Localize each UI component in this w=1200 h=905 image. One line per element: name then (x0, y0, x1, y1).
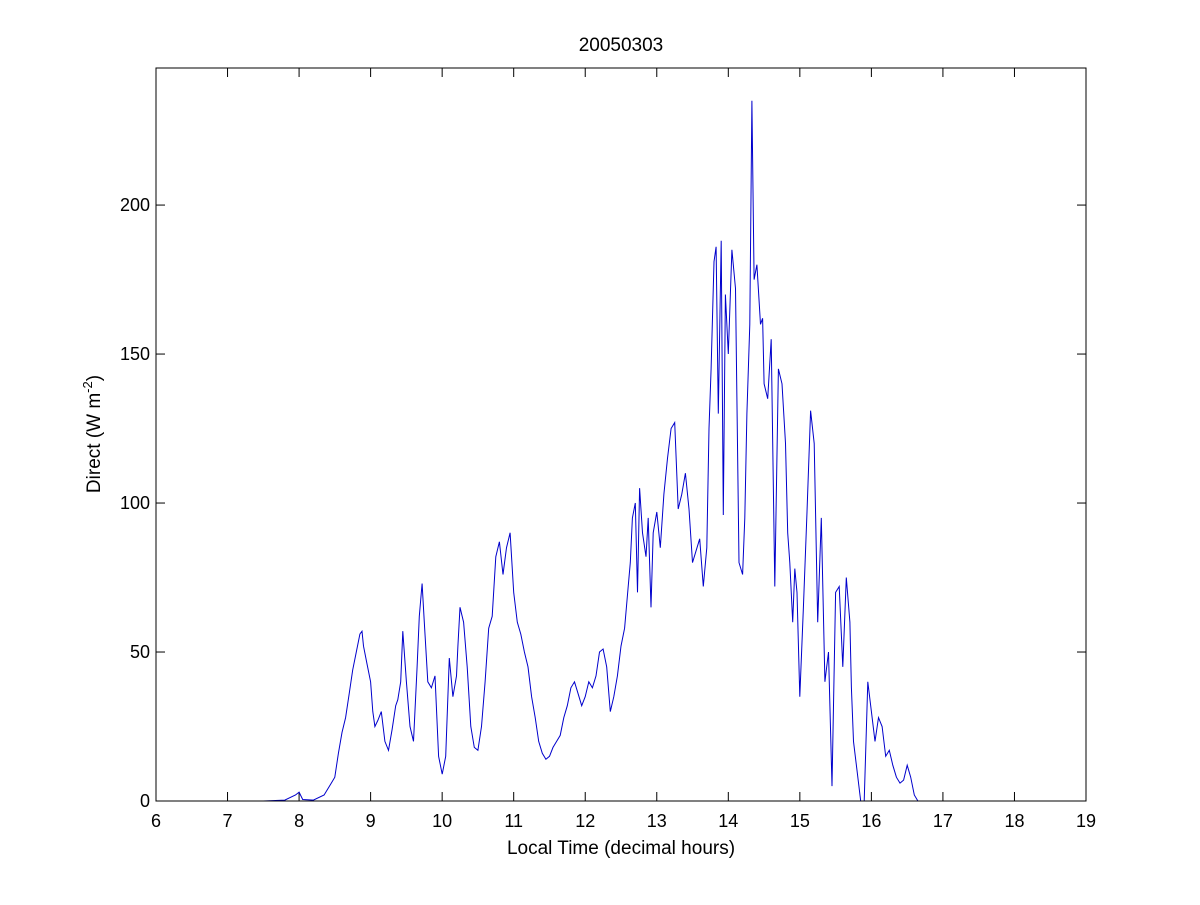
y-tick-labels: 0 50 100 150 200 (120, 195, 150, 811)
x-tick-label: 19 (1076, 811, 1096, 831)
x-tick-label: 7 (223, 811, 233, 831)
y-tick-label: 200 (120, 195, 150, 215)
y-axis-label-superscript: -2 (80, 381, 95, 393)
x-tick-label: 8 (294, 811, 304, 831)
x-tick-label: 6 (151, 811, 161, 831)
plot-frame (155, 67, 1087, 802)
x-tick-label: 12 (575, 811, 595, 831)
x-tick-label: 13 (647, 811, 667, 831)
x-tick-label: 16 (861, 811, 881, 831)
y-tick-label: 150 (120, 344, 150, 364)
y-axis-label-prefix: Direct (W m (84, 393, 105, 493)
x-tick-label: 9 (366, 811, 376, 831)
x-tick-label: 17 (933, 811, 953, 831)
tick-marks (155, 68, 1087, 802)
y-axis-label: Direct (W m-2) (80, 375, 105, 493)
x-tick-label: 18 (1004, 811, 1024, 831)
x-axis-label: Local Time (decimal hours) (507, 838, 735, 859)
y-tick-label: 0 (140, 791, 150, 811)
x-tick-label: 11 (504, 811, 523, 831)
chart-title: 20050303 (579, 35, 664, 56)
series-line (213, 100, 1015, 802)
y-axis-label-suffix: ) (84, 375, 105, 381)
y-tick-label: 50 (130, 642, 150, 662)
plot-area (156, 68, 1086, 801)
x-tick-label: 15 (790, 811, 810, 831)
x-tick-label: 10 (432, 811, 452, 831)
x-tick-label: 14 (718, 811, 738, 831)
x-tick-labels: 6 7 8 9 10 11 12 13 14 15 16 17 18 19 (151, 811, 1096, 831)
y-tick-label: 100 (120, 493, 150, 513)
